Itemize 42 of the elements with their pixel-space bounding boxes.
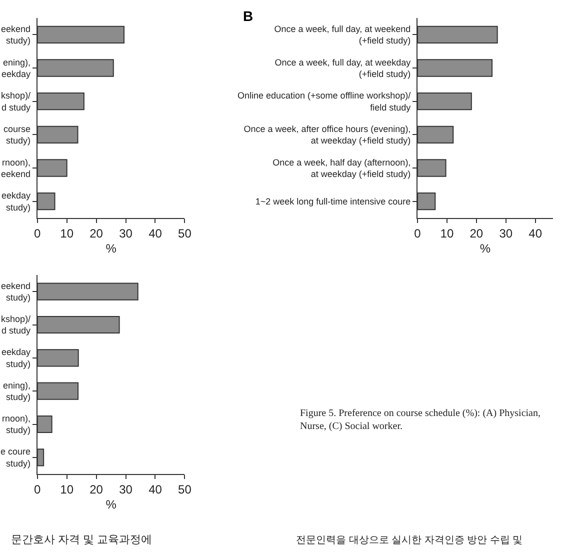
y-tick-label: kshop)/ d study xyxy=(1,90,32,112)
x-axis-title: % xyxy=(106,241,117,256)
x-tick-label: 40 xyxy=(528,226,542,240)
x-tick-label: 0 xyxy=(34,226,42,240)
x-tick-label: 10 xyxy=(60,482,74,496)
x-tick-label: 0 xyxy=(34,482,42,496)
y-tick-label: Once a week, full day, at weekday (+field study) xyxy=(274,57,412,79)
y-tick-label: kshop)/ d study xyxy=(1,314,32,336)
y-tick-label: eekend study) xyxy=(1,24,31,46)
x-tick-label: 30 xyxy=(119,226,133,240)
x-tick-label: 30 xyxy=(499,226,513,240)
x-tick-label: 0 xyxy=(414,226,422,240)
x-tick-label: 10 xyxy=(60,226,74,240)
caption: Figure 5. Preference on course schedule (%): (A) Physician, Nurse, (C) Social worker. xyxy=(300,408,540,432)
x-tick-label: 40 xyxy=(148,482,162,496)
y-tick-label: Once a week, after office hours (evening), at weekday (+field study) xyxy=(244,124,411,146)
x-tick-label: 50 xyxy=(178,226,192,240)
text: B xyxy=(243,8,254,24)
x-tick-label: 50 xyxy=(178,482,192,496)
y-tick-label: Online education (+some offline workshop)/ field study xyxy=(238,90,412,112)
x-tick-label: 40 xyxy=(148,226,162,240)
y-tick-label: Once a week, half day (afternoon), at weekday (+field study) xyxy=(272,157,411,179)
y-tick-label: Once a week, full day, at weekend (+field study) xyxy=(274,24,411,46)
y-tick-label: ening), eekday xyxy=(2,57,32,79)
text: 전문인력을 대상으로 실시한 자격인증 방안 수립 및 xyxy=(296,535,523,546)
x-axis-title: % xyxy=(106,497,117,512)
y-tick-label: ening), study) xyxy=(3,380,31,402)
x-tick-label: 10 xyxy=(440,226,454,240)
y-tick-label: eekday study) xyxy=(2,190,32,212)
text: 문간호사 자격 및 교육과정에 xyxy=(11,534,152,546)
y-tick-label: 1~2 week long full-time intensive coure xyxy=(255,196,411,206)
x-tick-label: 30 xyxy=(119,482,133,496)
y-tick-label: eekend study) xyxy=(1,280,31,303)
x-tick-label: 20 xyxy=(90,226,104,240)
y-tick-label: e coure study) xyxy=(0,446,31,468)
y-tick-label: eekday study) xyxy=(2,347,32,369)
x-axis-title: % xyxy=(480,241,491,256)
x-tick-label: 20 xyxy=(470,226,484,240)
y-tick-label: rnoon), study) xyxy=(2,414,31,436)
y-tick-label: rnoon), eekend xyxy=(1,157,31,179)
x-tick-label: 20 xyxy=(90,482,104,496)
y-tick-label: course study) xyxy=(4,124,31,146)
